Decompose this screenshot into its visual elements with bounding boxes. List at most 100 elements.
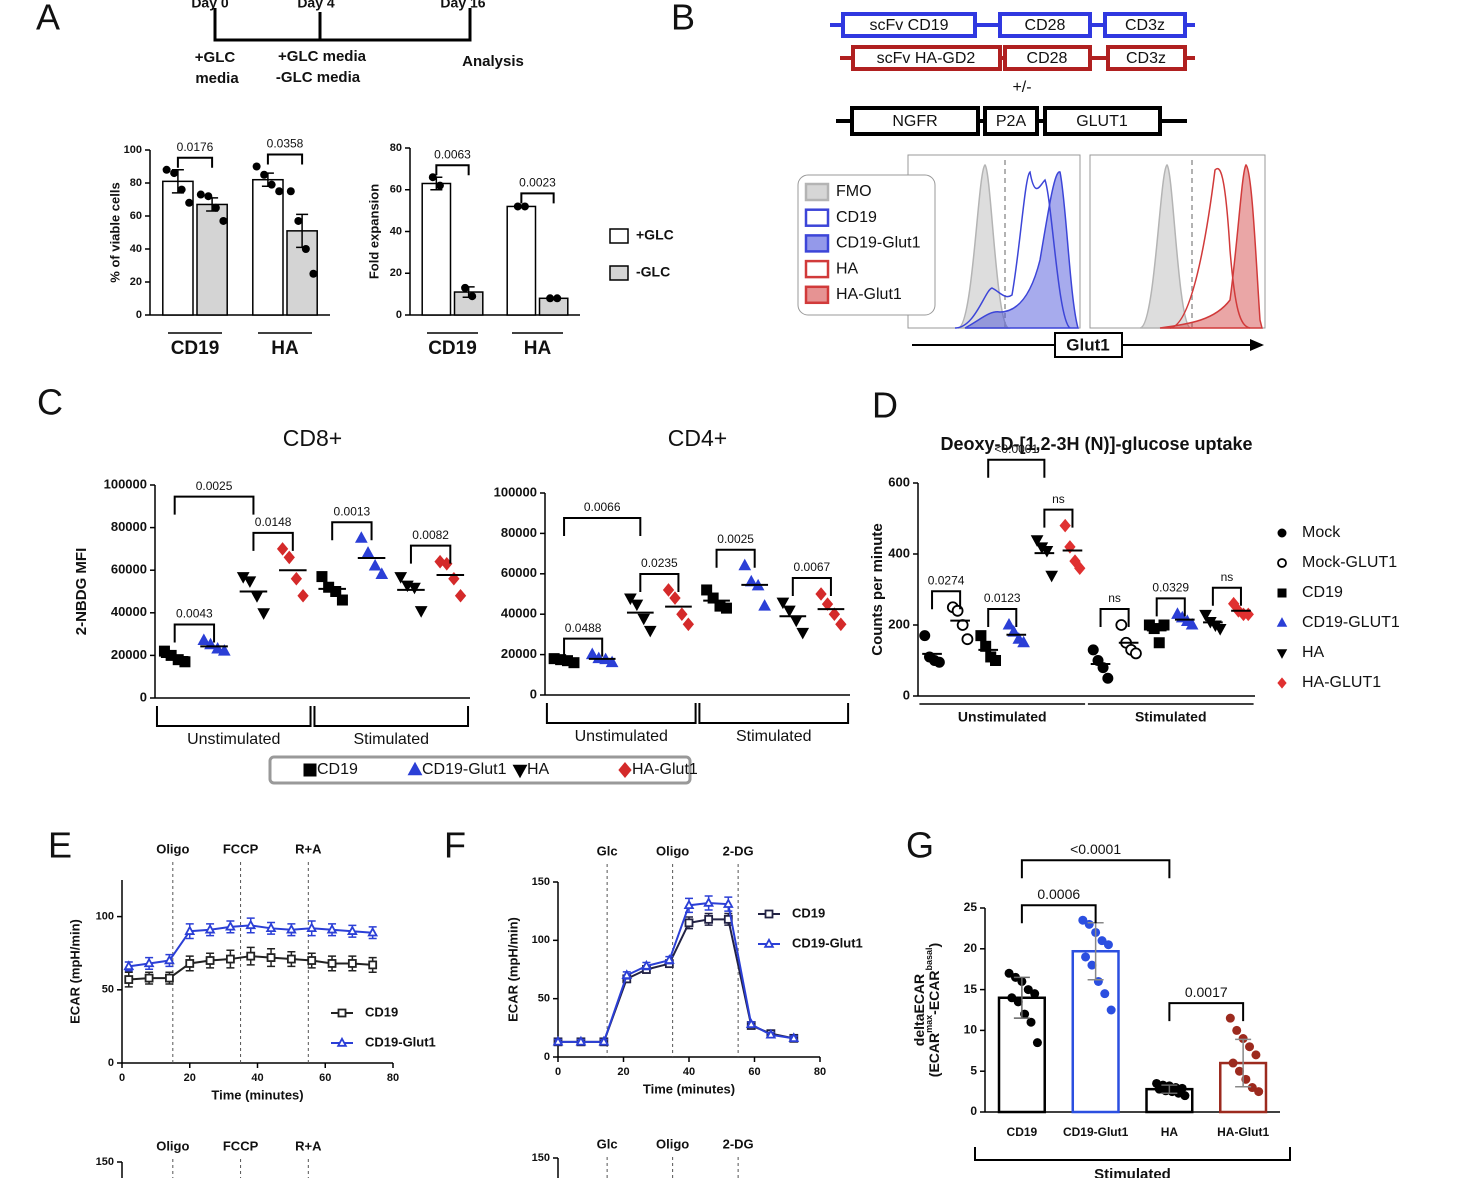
- data-point: [1234, 1066, 1244, 1076]
- data-point: [170, 169, 179, 178]
- y-tick-label: 50: [102, 984, 114, 996]
- marker: [641, 959, 652, 970]
- marker: [1030, 535, 1044, 547]
- construct-box: [998, 12, 1092, 38]
- significance-bracket: [1211, 586, 1242, 606]
- data-point: [1106, 1005, 1116, 1015]
- marker: [266, 953, 276, 962]
- significance-bracket: [266, 153, 304, 165]
- group-label: Unstimulated: [575, 728, 668, 745]
- y-tick-label: 20: [130, 276, 142, 288]
- data-point: [309, 269, 318, 278]
- y-tick-label: 100: [532, 934, 550, 946]
- marker: [1185, 617, 1199, 630]
- series-line: [558, 901, 794, 1043]
- histogram: [1159, 163, 1263, 329]
- legend-label: HA-GLUT1: [1302, 674, 1381, 691]
- step-label: media: [195, 70, 239, 87]
- marker: [684, 918, 694, 928]
- marker: [211, 641, 224, 654]
- legend-label: HA-Glut1: [836, 286, 902, 303]
- marker: [1213, 624, 1227, 636]
- marker: [1115, 619, 1128, 631]
- panel-letter: F: [444, 825, 466, 866]
- marker: [835, 617, 847, 632]
- data-point: [513, 202, 522, 211]
- event-label: FCCP: [223, 841, 259, 856]
- significance-bracket: [563, 517, 642, 537]
- marker: [919, 630, 931, 642]
- p-value: 0.0025: [717, 532, 754, 546]
- legend-label: HA: [836, 260, 859, 277]
- marker: [1148, 623, 1160, 635]
- marker: [598, 1035, 610, 1046]
- y-tick-label: 0: [396, 309, 402, 321]
- p-value: 0.0017: [1185, 984, 1228, 1000]
- p-value: 0.0043: [176, 607, 213, 621]
- marker: [265, 922, 277, 933]
- event-label: Oligo: [156, 841, 189, 856]
- marker: [676, 607, 688, 621]
- subplot-title: CD8+: [283, 425, 342, 451]
- event-label: R+A: [295, 841, 322, 856]
- marker: [662, 583, 675, 597]
- marker: [683, 899, 695, 910]
- marker: [394, 572, 408, 584]
- construct-box: [841, 12, 977, 38]
- marker: [143, 957, 155, 968]
- construct-box: [1003, 45, 1092, 71]
- marker: [286, 923, 297, 934]
- marker: [568, 657, 580, 669]
- y-tick-label: 0: [970, 1104, 977, 1118]
- p-value: <0.0001: [1070, 841, 1121, 857]
- construct-box: [1103, 12, 1187, 38]
- marker: [123, 960, 135, 971]
- marker: [205, 956, 215, 965]
- marker: [361, 546, 375, 558]
- event-label: 2-DG: [723, 1136, 754, 1151]
- marker: [1102, 672, 1114, 684]
- domain-label: P2A: [996, 113, 1027, 130]
- step-label: Analysis: [462, 53, 524, 70]
- y-axis-label: ECAR (mpH/min): [67, 919, 82, 1024]
- domain-label: CD3z: [1126, 50, 1166, 67]
- p-value: 0.0274: [928, 573, 965, 587]
- error-bar: [1161, 1084, 1178, 1094]
- marker: [1002, 617, 1016, 630]
- significance-bracket: [252, 531, 294, 551]
- p-value: 0.0067: [794, 560, 831, 574]
- marker: [347, 959, 357, 968]
- data-point: [428, 173, 437, 182]
- y-tick-label: 20: [964, 941, 978, 955]
- significance-bracket: [1020, 904, 1097, 924]
- legend-label: CD19-GLUT1: [1302, 614, 1400, 631]
- p-value: ns: [1108, 591, 1121, 605]
- y-tick-label: 150: [532, 876, 550, 888]
- y-tick-label: 60: [130, 210, 142, 222]
- significance-bracket: [435, 164, 470, 176]
- data-point: [267, 180, 276, 189]
- x-tick-label: 80: [387, 1072, 399, 1084]
- legend-label: +GLC: [636, 227, 674, 243]
- data-point: [1251, 1050, 1261, 1060]
- marker: [307, 956, 317, 965]
- y-tick-label: 5: [970, 1063, 977, 1077]
- x-tick-label: HA-Glut1: [1217, 1125, 1269, 1139]
- legend-label: -GLC: [636, 264, 670, 280]
- marker: [663, 954, 675, 964]
- y-axis-label: Fold expansion: [366, 184, 381, 279]
- panel-letter: A: [36, 0, 60, 38]
- marker: [407, 761, 423, 776]
- event-label: Oligo: [656, 1136, 689, 1151]
- construct-box: [1043, 106, 1162, 136]
- data-point: [185, 198, 194, 207]
- event-label: Oligo: [656, 843, 689, 858]
- y-tick-label: 100: [124, 144, 142, 156]
- event-label: FCCP: [223, 1138, 259, 1153]
- y-tick-label: 0: [140, 689, 147, 704]
- group-label: HA: [271, 338, 299, 359]
- marker: [346, 925, 358, 935]
- legend-box: [797, 174, 936, 316]
- marker: [243, 576, 257, 588]
